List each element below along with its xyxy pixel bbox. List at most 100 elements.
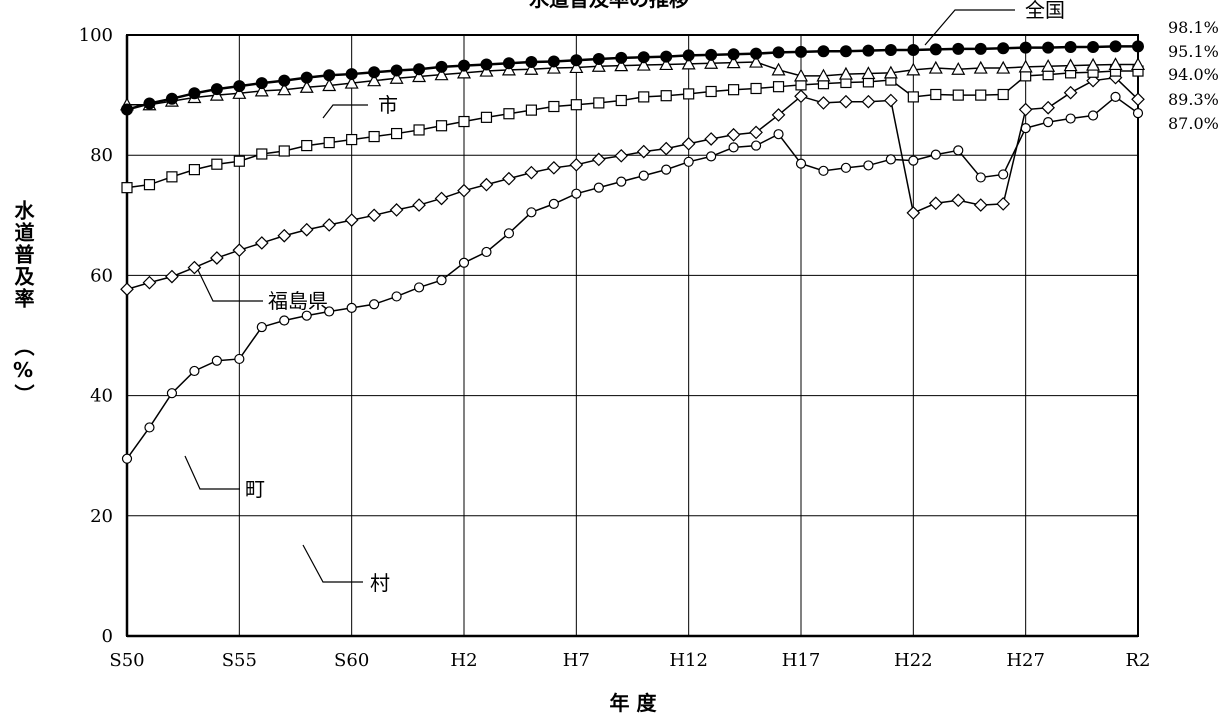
data-point bbox=[546, 60, 561, 74]
x-tick-label: H27 bbox=[1006, 650, 1045, 671]
data-point bbox=[817, 45, 830, 58]
data-point bbox=[705, 48, 718, 61]
data-point bbox=[525, 104, 538, 116]
data-point bbox=[569, 60, 584, 74]
callout-leader bbox=[322, 104, 368, 119]
data-point bbox=[166, 388, 178, 399]
data-point bbox=[1018, 59, 1033, 73]
data-point bbox=[569, 157, 584, 172]
data-point bbox=[481, 246, 492, 258]
data-point bbox=[278, 145, 290, 157]
data-point bbox=[211, 158, 223, 170]
data-point bbox=[838, 66, 853, 80]
data-point bbox=[367, 73, 382, 87]
data-point bbox=[773, 129, 784, 140]
data-point bbox=[233, 80, 246, 93]
data-point bbox=[771, 62, 786, 76]
data-point bbox=[794, 89, 808, 104]
data-point bbox=[614, 148, 629, 163]
data-point bbox=[750, 47, 763, 60]
data-point bbox=[413, 282, 425, 293]
data-point bbox=[457, 183, 471, 198]
data-point bbox=[795, 45, 807, 58]
data-point bbox=[211, 355, 222, 366]
data-point bbox=[232, 243, 247, 258]
data-point bbox=[863, 160, 874, 171]
x-tick-label: H2 bbox=[450, 650, 477, 671]
data-point bbox=[704, 55, 719, 69]
data-point bbox=[526, 207, 537, 218]
y-tick-labels: 0 20 40 60 80 100 bbox=[79, 25, 113, 647]
data-point bbox=[998, 169, 1009, 180]
data-point bbox=[143, 97, 156, 110]
data-point bbox=[480, 111, 493, 123]
data-point bbox=[256, 148, 268, 160]
end-value-label: 89.3% bbox=[1168, 90, 1219, 109]
data-point bbox=[1064, 41, 1077, 54]
data-point bbox=[301, 139, 313, 152]
data-point bbox=[255, 77, 268, 90]
callout-leader bbox=[302, 544, 363, 583]
data-point bbox=[299, 80, 314, 93]
data-point bbox=[345, 68, 358, 81]
data-point bbox=[1019, 41, 1032, 54]
x-tick-label: H22 bbox=[894, 650, 933, 671]
callout-leader bbox=[924, 9, 1015, 46]
data-point bbox=[368, 66, 381, 79]
data-point bbox=[706, 151, 717, 162]
x-tick-label: S55 bbox=[222, 650, 257, 671]
data-point bbox=[344, 213, 359, 227]
data-point bbox=[1130, 57, 1146, 71]
data-point bbox=[187, 260, 202, 275]
data-point bbox=[749, 125, 763, 140]
end-value-label: 95.1% bbox=[1168, 42, 1219, 61]
data-point bbox=[818, 165, 829, 176]
data-point bbox=[1087, 41, 1100, 54]
data-point bbox=[681, 56, 696, 70]
data-point bbox=[143, 179, 156, 191]
data-point bbox=[479, 177, 494, 192]
x-tick-label: S60 bbox=[334, 650, 369, 671]
data-point bbox=[547, 160, 561, 175]
data-point bbox=[188, 164, 200, 176]
data-point bbox=[503, 108, 515, 120]
series-line bbox=[126, 45, 1138, 111]
data-point bbox=[301, 310, 312, 321]
plot-frame bbox=[126, 34, 1139, 637]
data-point bbox=[862, 44, 875, 57]
data-point bbox=[300, 71, 313, 84]
data-point bbox=[636, 57, 651, 71]
data-point bbox=[188, 87, 201, 100]
data-point bbox=[772, 46, 785, 59]
data-point bbox=[368, 130, 380, 143]
data-point bbox=[234, 353, 245, 365]
series-line bbox=[126, 95, 1139, 460]
series-label: 市 bbox=[378, 93, 398, 117]
data-point bbox=[389, 71, 404, 84]
data-point bbox=[951, 62, 966, 75]
data-point bbox=[861, 66, 876, 80]
end-value-label: 87.0% bbox=[1168, 114, 1219, 133]
data-point bbox=[367, 208, 381, 223]
data-point bbox=[661, 164, 672, 175]
data-point bbox=[951, 193, 966, 208]
data-point bbox=[795, 158, 807, 169]
data-point bbox=[548, 198, 559, 209]
data-point bbox=[525, 56, 538, 69]
data-point bbox=[750, 140, 762, 151]
x-tick-label: R2 bbox=[1125, 650, 1150, 671]
axes bbox=[125, 34, 1139, 638]
data-point bbox=[929, 43, 942, 56]
data-point bbox=[165, 92, 178, 105]
data-point bbox=[458, 115, 470, 128]
data-point bbox=[1063, 85, 1078, 100]
data-point bbox=[952, 89, 964, 101]
data-point bbox=[166, 171, 178, 183]
data-point bbox=[501, 62, 516, 76]
data-point bbox=[254, 83, 269, 97]
data-point bbox=[638, 91, 650, 103]
data-point bbox=[324, 306, 335, 317]
data-point bbox=[480, 58, 493, 71]
x-tick-label: H17 bbox=[782, 650, 821, 671]
